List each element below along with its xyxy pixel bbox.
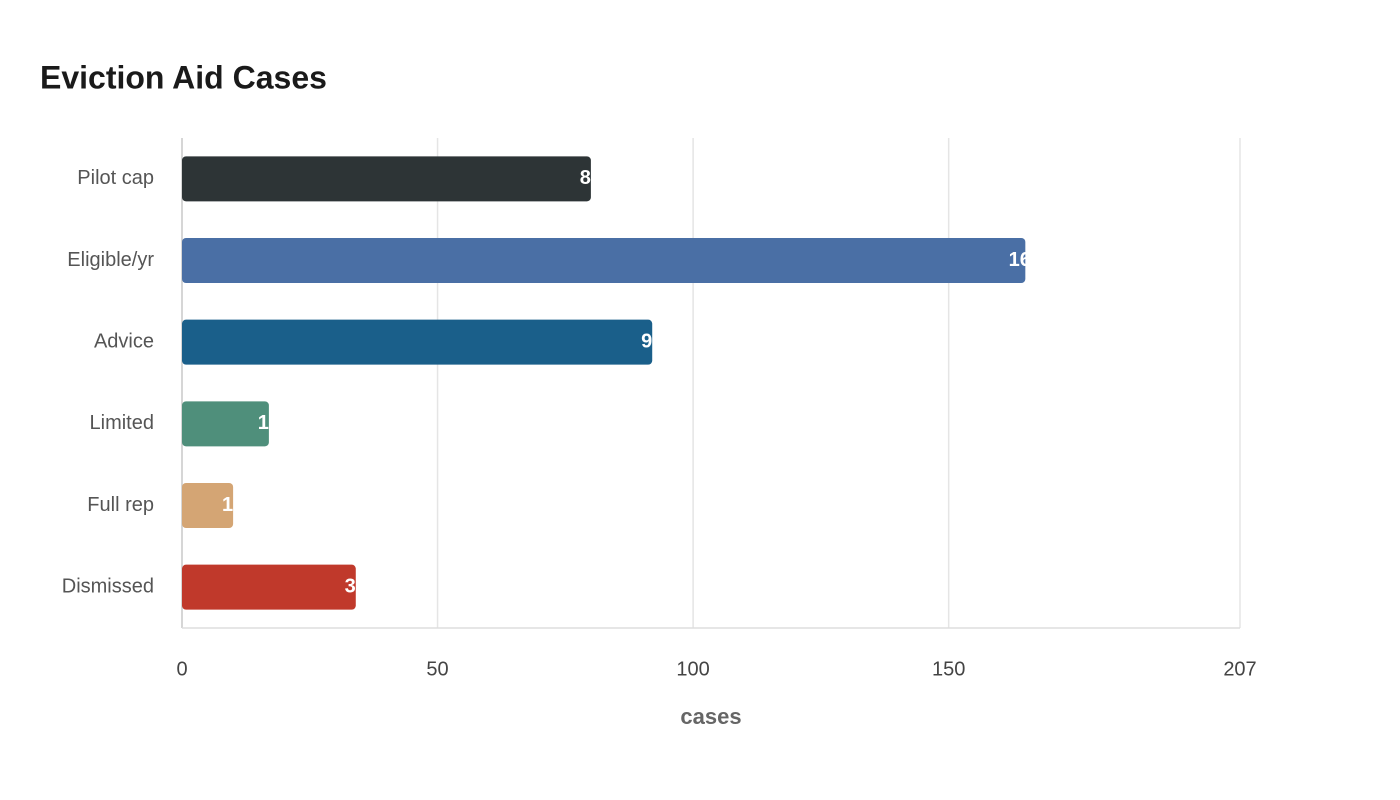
x-axis-label: cases (680, 704, 741, 729)
y-tick-label: Full rep (87, 494, 154, 516)
value-label: 80 (580, 167, 602, 189)
bar (182, 401, 269, 447)
y-tick-label: Dismissed (62, 575, 154, 597)
y-tick-label: Pilot cap (77, 167, 154, 189)
x-tick-label: 50 (426, 658, 448, 680)
bar (182, 156, 591, 202)
bar (182, 238, 1026, 283)
value-label: 17 (258, 412, 280, 434)
value-label: 92 (641, 330, 663, 352)
x-tick-label: 150 (932, 658, 965, 680)
y-tick-label: Eligible/yr (67, 249, 154, 271)
value-label: 34 (345, 575, 368, 597)
x-tick-label: 207 (1223, 658, 1256, 680)
x-tick-label: 100 (676, 658, 709, 680)
value-label: 10 (222, 494, 244, 516)
x-tick-label: 0 (176, 658, 187, 680)
y-tick-label: Limited (90, 412, 154, 434)
value-label: 165 (1009, 249, 1042, 271)
y-tick-label: Advice (94, 330, 154, 352)
bar (182, 483, 234, 528)
chart-title: Eviction Aid Cases (40, 59, 327, 95)
bar (182, 319, 653, 365)
bar (182, 564, 356, 610)
